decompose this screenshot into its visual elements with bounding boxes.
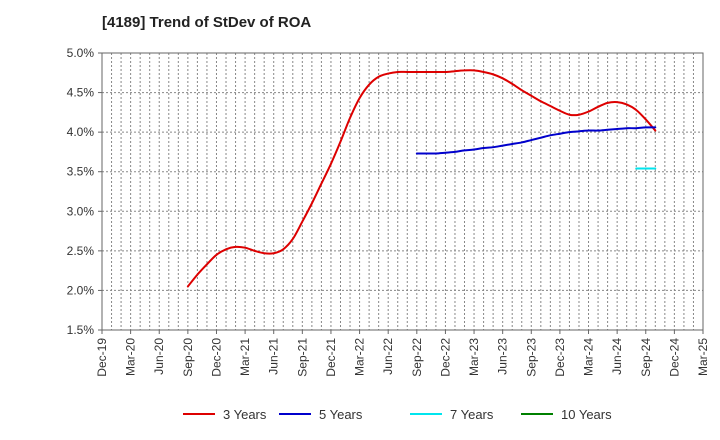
y-tick-label: 5.0% — [67, 46, 95, 60]
x-tick-label: Sep-22 — [410, 338, 424, 377]
x-tick-label: Jun-24 — [610, 338, 624, 375]
x-axis-ticks: Dec-19 Mar-20 Jun-20 Sep-20 Dec-20 Mar-21 Jun-… — [95, 330, 710, 377]
x-tick-label: Mar-21 — [238, 338, 252, 376]
x-tick-label: Jun-21 — [267, 338, 281, 375]
x-tick-label: Dec-19 — [95, 338, 109, 377]
y-tick-label: 3.0% — [67, 204, 95, 218]
x-tick-label: Mar-25 — [696, 338, 710, 376]
y-tick-label: 1.5% — [67, 323, 95, 337]
series-lines — [186, 69, 657, 288]
x-tick-label: Sep-24 — [639, 338, 653, 377]
x-tick-label: Dec-24 — [667, 338, 681, 377]
chart-title: [4189] Trend of StDev of ROA — [102, 14, 312, 31]
plot-border — [101, 52, 704, 331]
y-tick-label: 3.5% — [67, 165, 95, 179]
x-tick-label: Dec-23 — [553, 338, 567, 377]
x-tick-label: Mar-20 — [124, 338, 138, 376]
y-tick-label: 4.5% — [67, 86, 95, 100]
y-tick-label: 2.5% — [67, 244, 95, 258]
plot-background — [102, 53, 703, 330]
x-tick-label: Mar-24 — [582, 338, 596, 376]
x-tick-label: Sep-21 — [295, 338, 309, 377]
legend-label-3-years: 3 Years — [223, 407, 267, 422]
series-line-5-years — [415, 126, 657, 155]
y-tick-label: 4.0% — [67, 125, 95, 139]
series-line-3-years — [186, 69, 657, 288]
x-tick-label: Jun-23 — [496, 338, 510, 375]
x-tick-label: Mar-22 — [353, 338, 367, 376]
legend-label-5-years: 5 Years — [319, 407, 363, 422]
x-tick-label: Sep-23 — [524, 338, 538, 377]
legend-label-10-years: 10 Years — [561, 407, 612, 422]
x-tick-label: Jun-22 — [381, 338, 395, 375]
x-tick-label: Dec-22 — [438, 338, 452, 377]
x-tick-label: Dec-20 — [209, 338, 223, 377]
x-tick-label: Jun-20 — [152, 338, 166, 375]
x-tick-label: Mar-23 — [467, 338, 481, 376]
legend: 3 Years 5 Years 7 Years 10 Years — [183, 407, 612, 422]
y-axis-ticks: 1.5% 2.0% 2.5% 3.0% 3.5% 4.0% 4.5% 5.0% — [67, 46, 102, 337]
x-tick-label: Dec-21 — [324, 338, 338, 377]
x-tick-label: Sep-20 — [181, 338, 195, 377]
legend-label-7-years: 7 Years — [450, 407, 494, 422]
y-tick-label: 2.0% — [67, 283, 95, 297]
